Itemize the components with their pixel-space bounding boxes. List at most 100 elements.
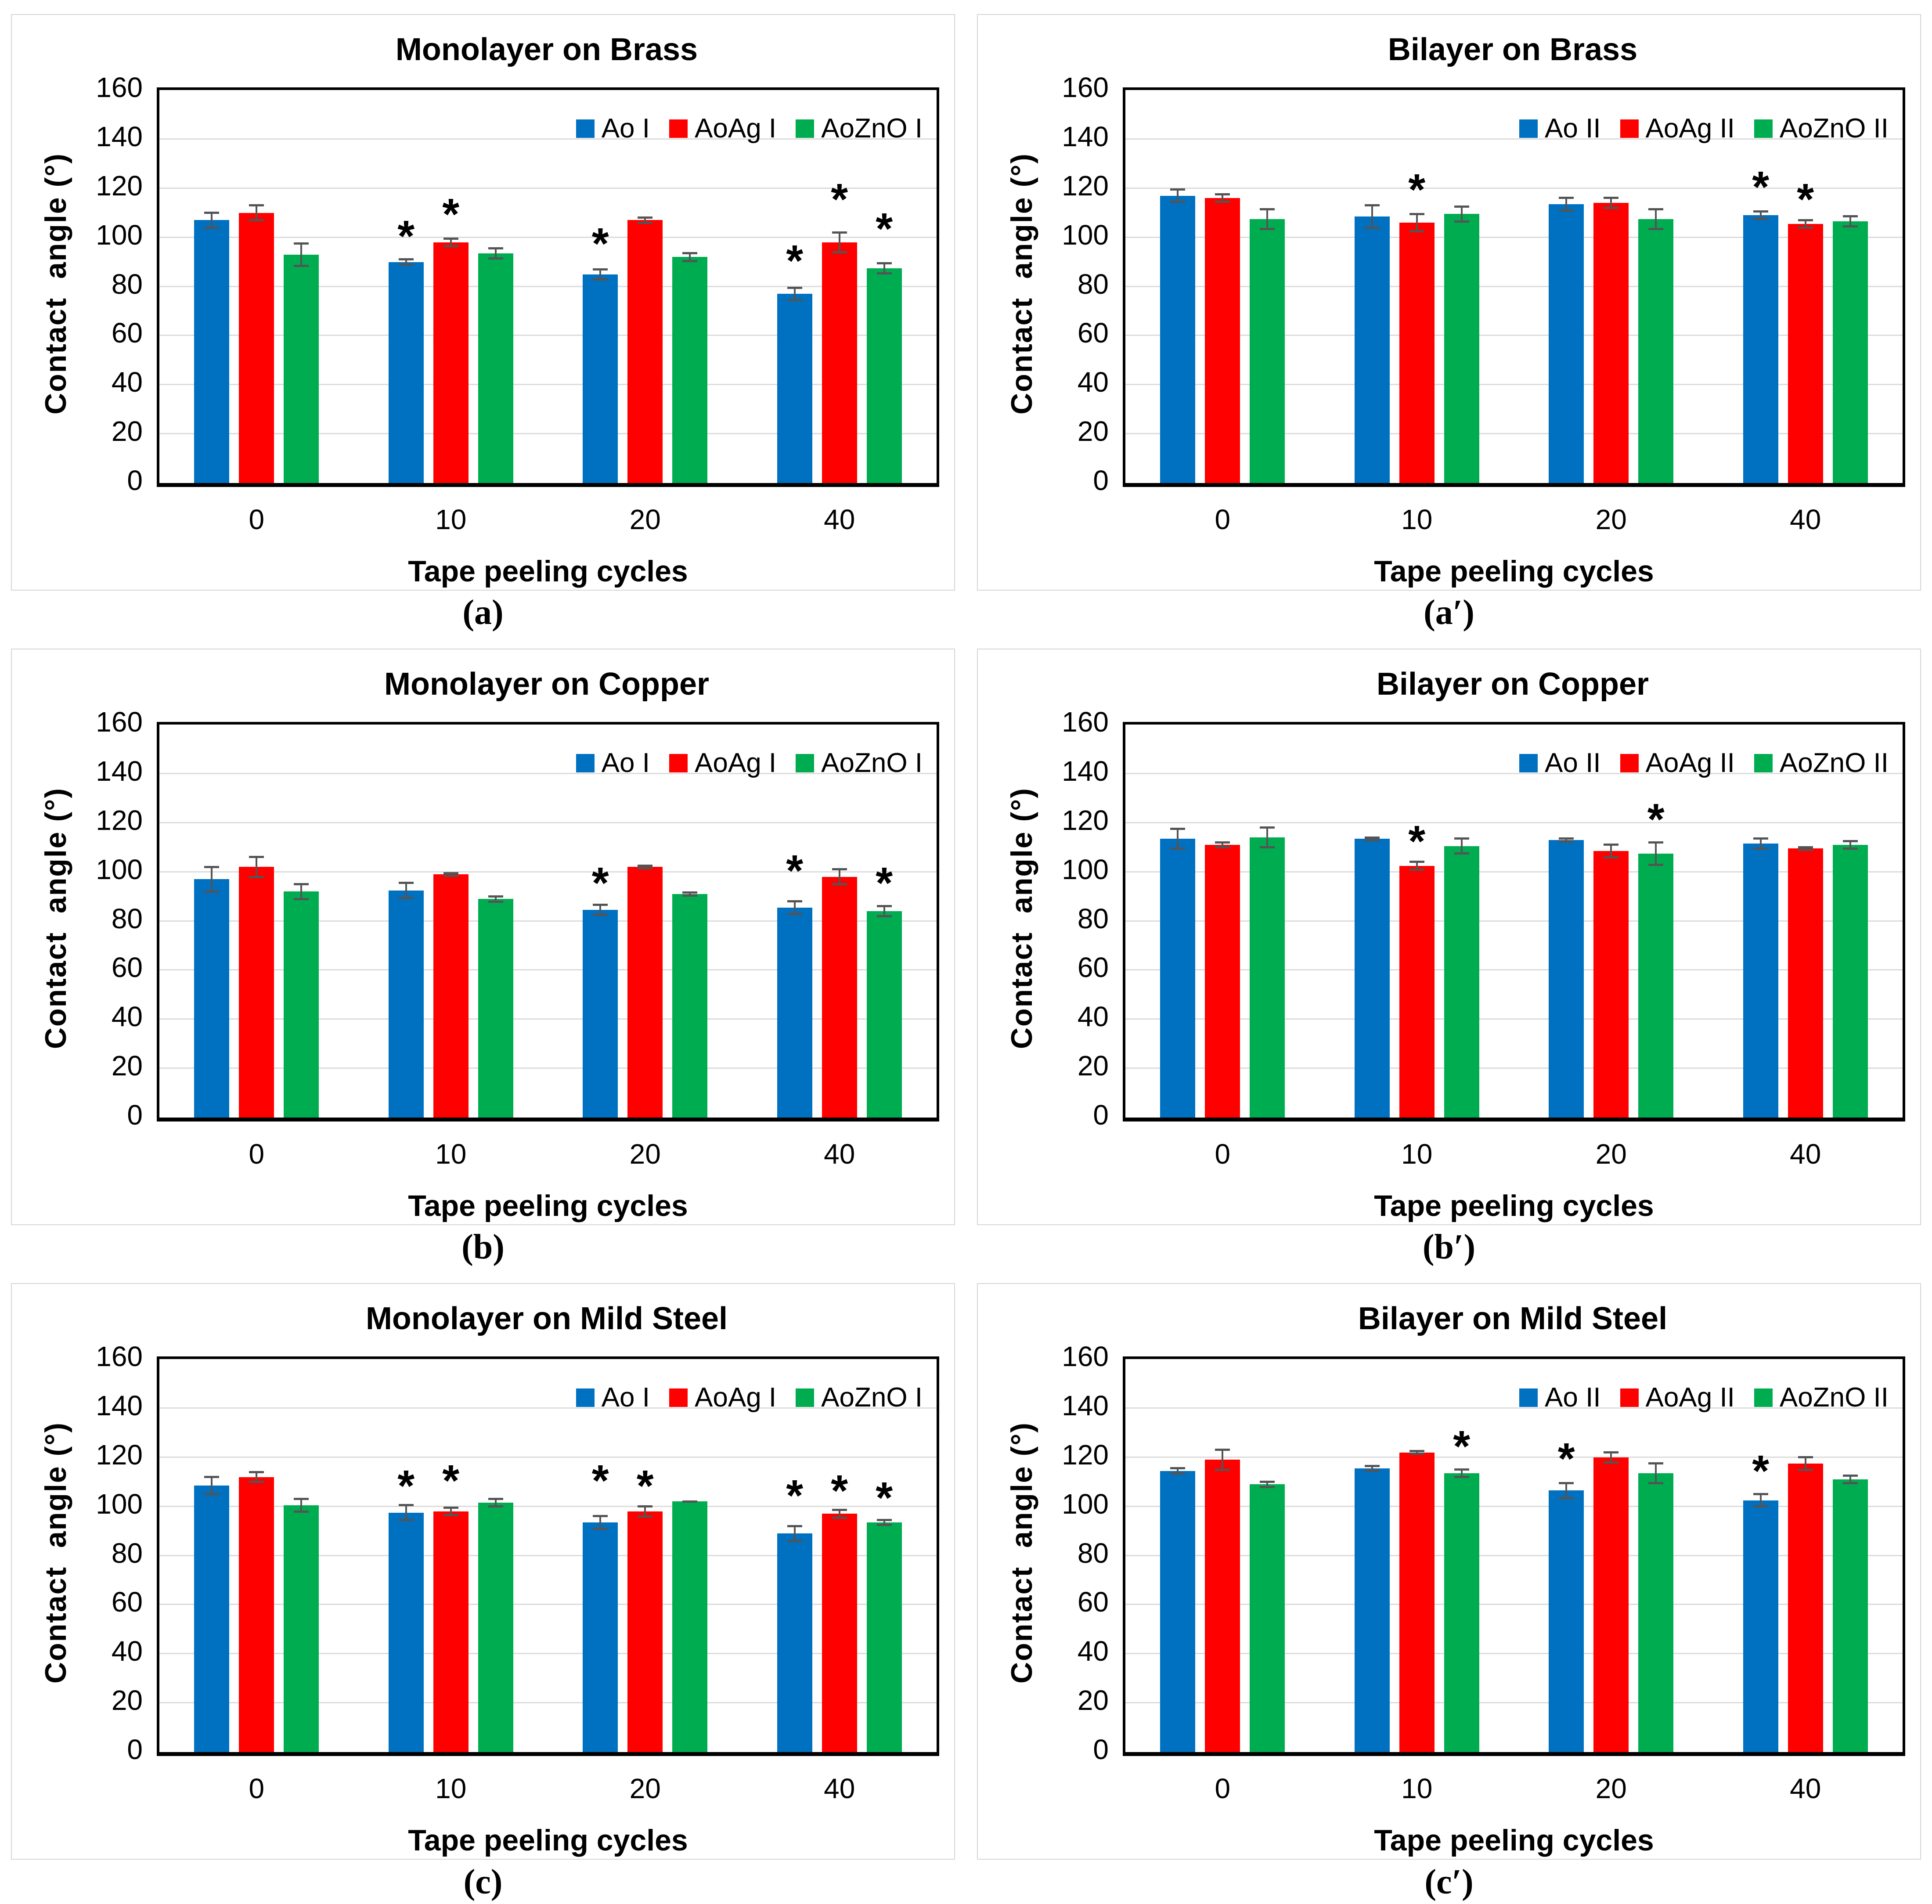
- error-bar-cap-bottom: [876, 915, 892, 918]
- error-bar-cap-bottom: [1842, 225, 1858, 228]
- y-tick-label: 40: [1077, 1635, 1109, 1667]
- bar-ao-ii: [1743, 1500, 1778, 1752]
- legend-item: AoAg II: [1620, 1382, 1735, 1413]
- error-bar-cap-top: [638, 1505, 653, 1507]
- legend-swatch-blue: [1519, 119, 1538, 138]
- legend-swatch-red: [669, 754, 688, 772]
- legend: Ao II AoAg II AoZnO II: [1519, 1382, 1889, 1413]
- error-bar-cap-top: [488, 895, 503, 898]
- legend-label: AoAg II: [1645, 113, 1735, 144]
- error-bar-cap-bottom: [682, 260, 698, 262]
- legend: Ao I AoAg I AoZnO I: [576, 747, 923, 779]
- x-tick-label: 20: [1595, 504, 1627, 535]
- error-bar-line: [1804, 846, 1806, 851]
- legend-label: AoAg I: [695, 748, 777, 778]
- error-bar-cap-bottom: [787, 912, 802, 915]
- chart-title: Monolayer on Copper: [384, 667, 710, 702]
- error-bar-cap-bottom: [204, 891, 220, 893]
- error-bar-cap-bottom: [294, 1510, 309, 1513]
- bar-ao-ii: [1160, 1471, 1196, 1752]
- error-bar-cap-bottom: [398, 1519, 414, 1522]
- x-tick-label: 0: [1215, 1773, 1231, 1804]
- panel-cell-b: Monolayer on Copper Contact angle (°) 0 20 4…: [0, 635, 966, 1269]
- error-bar-line: [1416, 213, 1418, 233]
- error-bar: [1454, 837, 1469, 855]
- legend-item: AoZnO II: [1754, 747, 1889, 779]
- error-bar-cap-bottom: [1409, 230, 1424, 233]
- error-bar-cap-bottom: [1798, 849, 1813, 851]
- y-tick-label: 160: [1062, 72, 1109, 103]
- bar-aoag-ii: [1399, 865, 1435, 1118]
- gridline: [1125, 1554, 1903, 1556]
- error-bar: [204, 865, 220, 893]
- error-bar: [832, 231, 847, 253]
- error-bar-cap-top: [593, 268, 608, 270]
- y-tick-label: 0: [127, 1734, 143, 1765]
- error-bar-cap-top: [1753, 210, 1768, 213]
- error-bar-cap-bottom: [1215, 1468, 1230, 1471]
- plot-area: * * * * * * Ao I AoAg I AoZnO I: [157, 87, 939, 487]
- significance-asterisk: *: [1453, 1422, 1471, 1471]
- legend-label: Ao I: [601, 113, 650, 144]
- significance-asterisk: *: [591, 219, 609, 269]
- error-bar-cap-top: [1260, 826, 1275, 829]
- error-bar-cap-bottom: [1454, 852, 1469, 855]
- error-bar-line: [883, 1518, 885, 1526]
- legend-label: AoZnO I: [821, 748, 923, 778]
- gridline: [1125, 433, 1903, 435]
- error-bar: [593, 904, 608, 916]
- bar-ao-i: [583, 1522, 618, 1752]
- legend-swatch-red: [1620, 1388, 1639, 1407]
- error-bar-cap-bottom: [1454, 220, 1469, 223]
- error-bar-line: [1759, 1493, 1762, 1508]
- error-bar: [1170, 1467, 1186, 1475]
- y-tick-label: 60: [111, 952, 143, 984]
- bar-aoag-ii: [1788, 1463, 1823, 1752]
- error-bar-cap-bottom: [1753, 847, 1768, 850]
- error-bar-cap-bottom: [638, 221, 653, 224]
- x-tick-label: 10: [1401, 1138, 1433, 1170]
- y-tick-label: 0: [1093, 1734, 1109, 1765]
- error-bar: [1798, 1456, 1813, 1471]
- error-bar-cap-top: [398, 882, 414, 884]
- bar-aozno-i: [284, 891, 319, 1118]
- bar-aozno-i: [478, 1503, 513, 1752]
- error-bar-cap-top: [832, 231, 847, 234]
- error-bar-line: [1222, 841, 1224, 849]
- error-bar: [593, 1515, 608, 1530]
- legend-label: Ao II: [1545, 1382, 1601, 1413]
- bar-aozno-ii: [1832, 1479, 1868, 1752]
- error-bar-cap-top: [1409, 1450, 1424, 1452]
- bar-aoag-i: [239, 867, 274, 1118]
- error-bar: [638, 864, 653, 870]
- error-bar-line: [1804, 219, 1806, 229]
- error-bar-cap-top: [1604, 197, 1619, 199]
- error-bar-cap-bottom: [1454, 1476, 1469, 1478]
- significance-asterisk: *: [786, 846, 804, 896]
- bar-ao-i: [777, 1533, 812, 1752]
- plot-area: * * * * * * * Ao I AoAg I AoZnO I: [157, 1356, 939, 1756]
- gridline: [1125, 138, 1903, 140]
- y-tick-label: 100: [96, 1488, 143, 1520]
- bar-ao-ii: [1743, 215, 1778, 483]
- gridline: [159, 871, 937, 873]
- x-tick-label: 40: [824, 504, 855, 535]
- x-tick-label: 40: [1790, 1138, 1821, 1170]
- significance-asterisk: *: [397, 1461, 415, 1511]
- y-tick-label: 20: [111, 415, 143, 447]
- error-bar-cap-top: [1409, 861, 1424, 863]
- gridline: [1125, 772, 1903, 774]
- legend-label: AoAg II: [1645, 1382, 1735, 1413]
- y-tick-label: 20: [1077, 1684, 1109, 1716]
- y-tick-label: 40: [1077, 366, 1109, 398]
- gridline: [159, 285, 937, 287]
- significance-asterisk: *: [876, 204, 893, 254]
- error-bar-line: [599, 904, 602, 916]
- error-bar: [1364, 204, 1380, 229]
- y-tick-label: 140: [1062, 1389, 1109, 1421]
- error-bar-line: [1759, 210, 1762, 220]
- bar-aozno-ii: [1250, 837, 1285, 1118]
- chart-title: Bilayer on Copper: [1376, 667, 1649, 702]
- y-tick-label: 20: [111, 1684, 143, 1716]
- y-tick-label: 160: [1062, 1341, 1109, 1372]
